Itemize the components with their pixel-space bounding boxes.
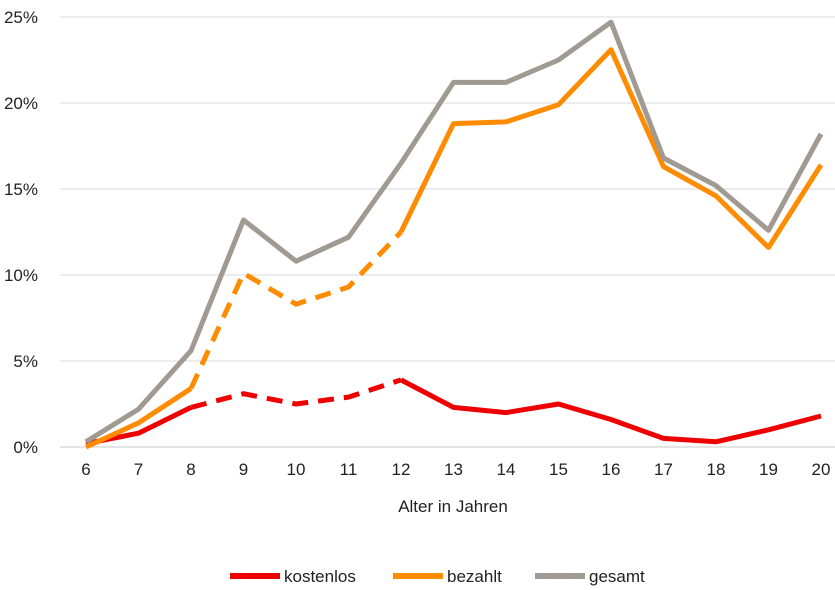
x-axis-title: Alter in Jahren xyxy=(398,497,508,516)
x-tick-label: 17 xyxy=(654,460,673,479)
series-lines xyxy=(84,19,824,450)
x-tick-label: 15 xyxy=(549,460,568,479)
x-tick-label: 9 xyxy=(239,460,248,479)
x-tick-label: 18 xyxy=(707,460,726,479)
x-tick-label: 11 xyxy=(340,460,358,479)
y-axis-tick-labels: 0% 5% 10% 15% 20% 25% xyxy=(4,8,38,457)
series-line-bezahlt xyxy=(84,386,193,450)
y-tick-label: 5% xyxy=(13,352,38,371)
series-line-kostenlos xyxy=(190,377,402,410)
legend-label-kostenlos: kostenlos xyxy=(284,567,356,586)
y-tick-label: 10% xyxy=(4,266,38,285)
x-tick-label: 16 xyxy=(602,460,621,479)
x-tick-label: 19 xyxy=(759,460,778,479)
legend-label-bezahlt: bezahlt xyxy=(447,567,502,586)
series-line-bezahlt xyxy=(398,47,824,250)
gridlines xyxy=(60,16,835,448)
y-tick-label: 25% xyxy=(4,8,38,27)
x-tick-label: 13 xyxy=(444,460,463,479)
series-line-kostenlos xyxy=(399,377,822,445)
x-tick-label: 6 xyxy=(81,460,90,479)
x-tick-label: 10 xyxy=(287,460,306,479)
x-tick-label: 20 xyxy=(812,460,831,479)
x-tick-label: 14 xyxy=(497,460,516,479)
series-line-gesamt xyxy=(84,19,824,444)
x-tick-label: 12 xyxy=(392,460,411,479)
legend-label-gesamt: gesamt xyxy=(589,567,645,586)
y-tick-label: 15% xyxy=(4,180,38,199)
x-axis-tick-labels: 6 7 8 9 10 11 12 13 14 15 16 17 18 19 20 xyxy=(81,460,830,479)
y-tick-label: 0% xyxy=(13,438,38,457)
x-tick-label: 7 xyxy=(134,460,143,479)
legend: kostenlos bezahlt gesamt xyxy=(230,567,645,586)
x-tick-label: 8 xyxy=(186,460,195,479)
series-line-bezahlt xyxy=(188,230,403,390)
y-tick-label: 20% xyxy=(4,94,38,113)
